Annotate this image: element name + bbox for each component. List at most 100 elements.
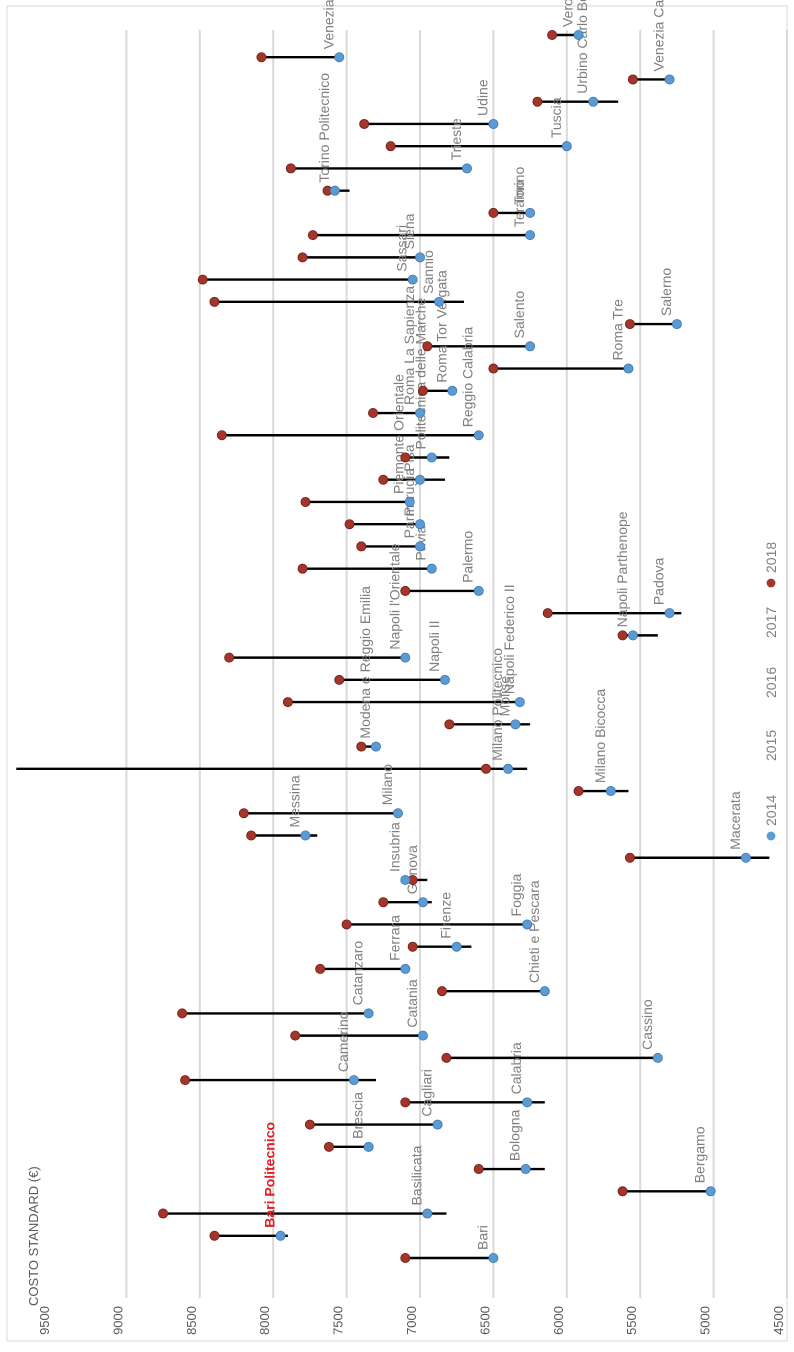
- point-2014: [414, 519, 425, 530]
- point-2014: [664, 608, 675, 619]
- point-2018: [290, 1030, 301, 1041]
- point-2018: [444, 719, 455, 730]
- category-label: Chieti e Pescara: [526, 880, 542, 983]
- point-2018: [315, 963, 326, 974]
- point-2014: [461, 163, 472, 174]
- point-2018: [532, 96, 543, 107]
- point-2014: [414, 408, 425, 419]
- point-2018: [400, 452, 411, 463]
- tick-label: 6500: [477, 1306, 492, 1335]
- category-label: Messina: [286, 775, 302, 827]
- category-label: Venezia Ca' Foscari: [651, 0, 667, 71]
- point-2018: [180, 1075, 191, 1086]
- point-2014: [300, 830, 311, 841]
- category-label: Napoli l'Orientale: [386, 543, 402, 649]
- point-2014: [275, 1230, 286, 1241]
- category-label: Camerino: [335, 1011, 351, 1072]
- category-label: Catania: [404, 979, 420, 1027]
- category-label: Catanzaro: [350, 941, 366, 1006]
- point-2018: [617, 630, 628, 641]
- point-2018: [422, 341, 433, 352]
- point-2018: [437, 986, 448, 997]
- category-label: Salerno: [658, 268, 674, 316]
- point-2014: [417, 1030, 428, 1041]
- point-2014: [363, 1008, 374, 1019]
- point-2018: [297, 563, 308, 574]
- category-label: Torino Politecnico: [316, 73, 332, 183]
- point-2014: [525, 207, 536, 218]
- tick-labels: 4500 5000 5500 6000 6500 7000 7500 8000 8500 9000…: [37, 1306, 786, 1335]
- point-2018: [385, 141, 396, 152]
- point-2014: [392, 808, 403, 819]
- legend-marker: [766, 831, 776, 841]
- point-2018: [378, 474, 389, 485]
- point-2014: [473, 430, 484, 441]
- point-2014: [539, 986, 550, 997]
- tick-label: 5000: [698, 1306, 713, 1335]
- category-label: Brescia: [350, 1092, 366, 1139]
- tick-label: 9000: [110, 1306, 125, 1335]
- point-2014: [414, 252, 425, 263]
- category-label: Tuscia: [548, 97, 564, 138]
- point-2018: [617, 1186, 628, 1197]
- point-2018: [542, 608, 553, 619]
- point-2018: [378, 897, 389, 908]
- point-2014: [407, 274, 418, 285]
- tick-label: 5500: [624, 1306, 639, 1335]
- point-2018: [356, 541, 367, 552]
- point-2018: [297, 252, 308, 263]
- point-2018: [341, 919, 352, 930]
- point-2018: [356, 741, 367, 752]
- point-2014: [329, 185, 340, 196]
- point-2018: [547, 29, 558, 40]
- category-label: Roma La Sapienza: [401, 286, 417, 405]
- category-labels: Bari Bari Politecnico Basilicata Bergamo Bol…: [262, 0, 743, 1250]
- legend-label: 2018: [763, 542, 779, 573]
- data-points: [158, 29, 751, 1264]
- point-2018: [304, 1119, 315, 1130]
- point-2018: [323, 1141, 334, 1152]
- point-2018: [473, 1164, 484, 1175]
- point-2014: [605, 786, 616, 797]
- legend-marker: [766, 578, 776, 588]
- point-2014: [503, 763, 514, 774]
- point-2014: [525, 230, 536, 241]
- category-label: Basilicata: [408, 1145, 424, 1205]
- category-label: Padova: [651, 557, 667, 605]
- category-label: Milano Politecnico: [489, 648, 505, 761]
- category-label: Sannio: [420, 250, 436, 294]
- point-2014: [451, 941, 462, 952]
- category-label: Urbino Carlo Bo: [574, 0, 590, 94]
- point-2018: [400, 1097, 411, 1108]
- point-2018: [627, 74, 638, 85]
- range-lines: [16, 33, 770, 1260]
- point-2014: [520, 1164, 531, 1175]
- legend-label: 2015: [763, 730, 779, 761]
- point-2014: [740, 852, 751, 863]
- point-2014: [522, 1097, 533, 1108]
- category-label: Piemonte Orientale: [391, 374, 407, 494]
- tick-label: 7500: [331, 1306, 346, 1335]
- point-2014: [400, 652, 411, 663]
- point-2018: [158, 1208, 169, 1219]
- point-2014: [414, 474, 425, 485]
- point-2014: [488, 118, 499, 129]
- y-axis-title: COSTO STANDARD (€): [26, 1166, 41, 1306]
- category-label: Foggia: [508, 873, 524, 916]
- category-label: Molise: [496, 676, 512, 717]
- category-label: Napoli II: [426, 620, 442, 671]
- point-2014: [439, 674, 450, 685]
- point-2018: [481, 763, 492, 774]
- category-label: Palermo: [460, 531, 476, 583]
- point-2018: [368, 408, 379, 419]
- category-label: Firenze: [438, 892, 454, 939]
- point-2014: [473, 585, 484, 596]
- category-label: Napoli Federico II: [501, 584, 517, 694]
- category-label: Venezia Iuav: [320, 0, 336, 49]
- category-label: Bari: [474, 1225, 490, 1250]
- point-2014: [627, 630, 638, 641]
- category-label: Reggio Calabria: [460, 327, 476, 428]
- point-2014: [488, 1253, 499, 1264]
